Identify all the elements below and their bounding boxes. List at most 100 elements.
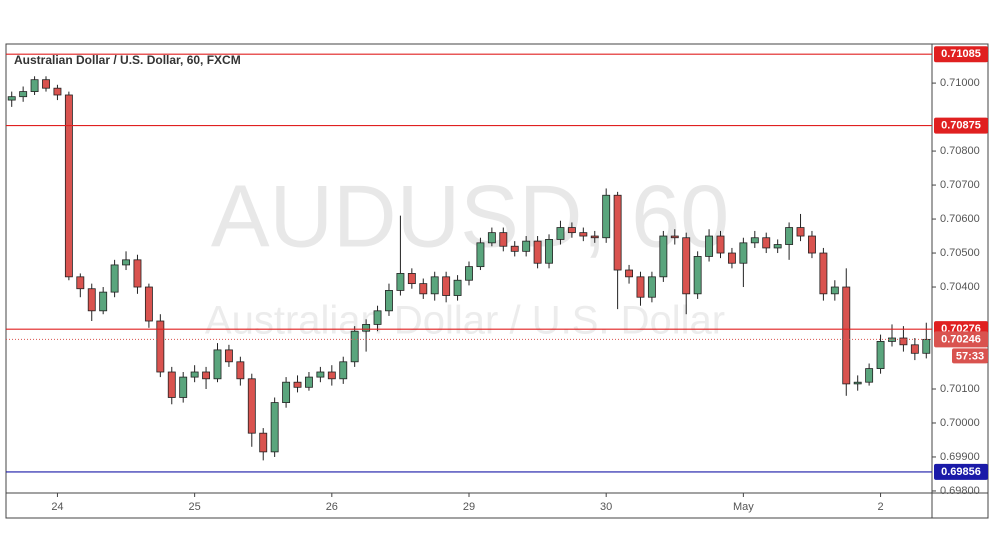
y-tick-label: 0.70700 <box>940 179 980 191</box>
level-label: 0.71085 <box>941 48 981 60</box>
candle-body <box>590 235 599 239</box>
countdown-box <box>952 348 988 364</box>
candle-body <box>819 252 828 295</box>
candle-body <box>430 276 439 295</box>
y-tick-label: 0.70500 <box>940 247 980 259</box>
y-tick-label: 0.70100 <box>940 383 980 395</box>
last-price-label: 0.70246 <box>941 333 981 345</box>
candle-body <box>910 344 919 354</box>
level-label-box <box>934 463 988 480</box>
candle-body <box>144 286 153 322</box>
candle-body <box>110 264 119 293</box>
candle-body <box>842 286 851 385</box>
candle-body <box>202 371 211 380</box>
level-label-box <box>934 46 988 63</box>
candle-body <box>53 87 62 96</box>
candle-body <box>236 361 245 380</box>
y-tick-label: 0.69800 <box>940 485 980 497</box>
candle-body <box>419 283 428 295</box>
candle-body <box>385 290 393 312</box>
candle-body <box>625 269 633 278</box>
y-tick-label: 0.71000 <box>940 77 980 89</box>
x-tick-label: 26 <box>326 501 338 513</box>
candle-body <box>282 381 291 403</box>
candle-body <box>533 240 542 264</box>
candle-body <box>716 235 725 254</box>
candle-body <box>705 235 714 257</box>
candle-body <box>556 227 565 240</box>
y-tick-label: 0.70000 <box>940 417 980 429</box>
x-tick-label: 25 <box>189 501 201 513</box>
candle-body <box>224 349 233 363</box>
level-label-box <box>934 117 988 134</box>
candle-body <box>42 79 50 89</box>
candle-body <box>350 330 359 363</box>
candle-body <box>853 381 862 385</box>
candle-body <box>339 361 348 380</box>
candle-body <box>407 273 416 285</box>
y-tick-label: 0.70400 <box>940 281 980 293</box>
y-tick-label: 0.69900 <box>940 451 980 463</box>
candle-body <box>499 232 508 247</box>
watermark-subtitle: Australian Dollar / U.S. Dollar <box>205 299 725 343</box>
candle-body <box>602 194 611 239</box>
candle-body <box>133 259 142 288</box>
candle-body <box>76 276 85 290</box>
candle-body <box>30 79 39 92</box>
candle-body <box>830 286 839 295</box>
candle-body <box>64 94 73 278</box>
watermark: AUDUSD, 60 <box>211 166 729 265</box>
candle-body <box>579 232 588 237</box>
x-tick-label: 30 <box>600 501 612 513</box>
candle-body <box>247 378 256 434</box>
candle-body <box>373 310 382 325</box>
candle-body <box>179 376 188 398</box>
candle-body <box>785 227 794 245</box>
y-tick-label: 0.70800 <box>940 145 980 157</box>
candle-body <box>796 227 805 237</box>
candle-body <box>647 276 656 298</box>
candle-body <box>87 288 96 312</box>
candle-body <box>510 245 519 252</box>
candle-body <box>293 381 302 388</box>
candle-body <box>487 232 496 244</box>
x-tick-label: 29 <box>463 501 475 513</box>
candle-body <box>327 371 336 380</box>
candle-body <box>259 432 268 453</box>
candle-body <box>727 252 736 264</box>
level-label: 0.69856 <box>941 466 981 478</box>
candle-body <box>693 256 702 295</box>
chart-title: Australian Dollar / U.S. Dollar, 60, FXC… <box>14 53 241 67</box>
candle-body <box>545 239 553 264</box>
candle-body <box>213 349 222 380</box>
candle-body <box>739 242 748 264</box>
x-tick-label: 24 <box>51 501 63 513</box>
candle-body <box>362 324 371 332</box>
candle-body <box>636 276 645 298</box>
candle-body <box>7 96 16 101</box>
chart-frame <box>5 43 989 519</box>
candle-body <box>167 371 176 398</box>
x-tick-label: May <box>733 501 754 513</box>
candle-body <box>899 337 908 346</box>
candle-body <box>762 237 771 249</box>
candle-body <box>682 237 691 295</box>
candle-body <box>305 376 313 388</box>
candle-body <box>396 273 405 291</box>
candle-body <box>613 194 622 271</box>
candle-body <box>567 227 576 234</box>
candle-body <box>442 276 451 296</box>
candle-body <box>659 235 668 278</box>
candle-body <box>156 320 165 373</box>
candle-body <box>316 371 325 378</box>
candle-body <box>865 368 874 383</box>
candle-body <box>808 235 816 254</box>
candle-body <box>773 244 782 249</box>
candle-body <box>876 341 885 369</box>
y-tick-label: 0.70600 <box>940 213 980 225</box>
level-label: 0.70875 <box>941 119 981 131</box>
candle-body <box>922 338 931 354</box>
candle-body <box>190 371 199 378</box>
candle-body <box>122 259 130 266</box>
